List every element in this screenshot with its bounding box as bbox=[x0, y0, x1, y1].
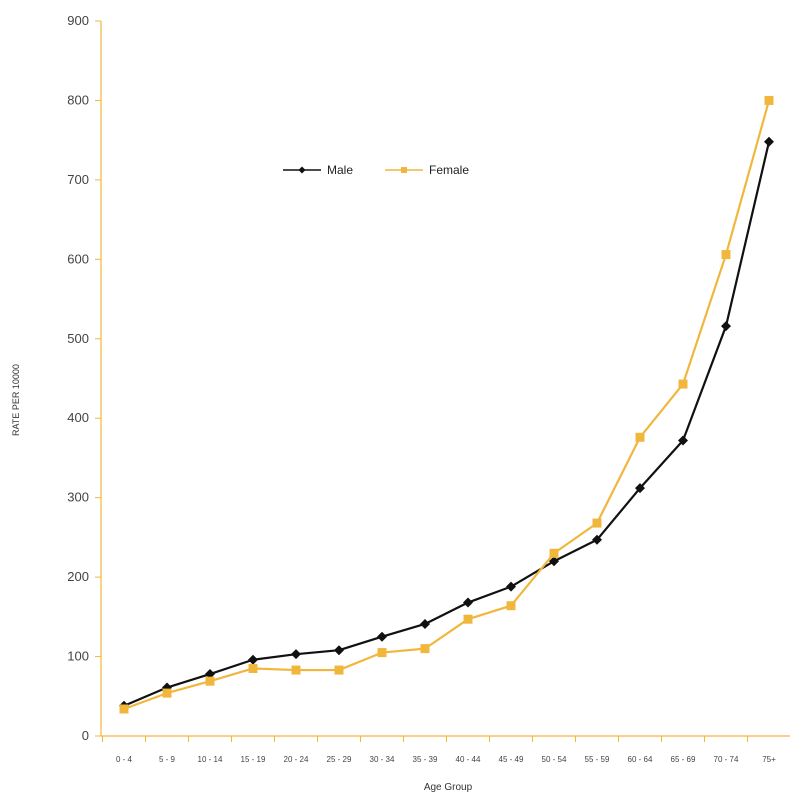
x-tick-label: 15 - 19 bbox=[241, 755, 266, 764]
female-series bbox=[119, 95, 774, 714]
y-axis-ticks: 0 100 200 300 400 500 600 700 800 900 bbox=[67, 13, 101, 743]
y-tick-label: 500 bbox=[67, 331, 89, 346]
legend-marker bbox=[401, 167, 407, 173]
male-point bbox=[463, 597, 473, 608]
male-point bbox=[549, 556, 559, 567]
male-point bbox=[635, 483, 645, 494]
female-point bbox=[420, 644, 430, 654]
female-point bbox=[678, 379, 688, 389]
female-point bbox=[463, 614, 473, 624]
x-axis-title: Age Group bbox=[424, 782, 473, 793]
female-point bbox=[334, 665, 344, 675]
x-tick-label: 35 - 39 bbox=[413, 755, 438, 764]
male-point bbox=[205, 669, 215, 680]
male-point bbox=[420, 618, 430, 629]
female-point bbox=[506, 601, 516, 611]
male-point bbox=[592, 534, 602, 545]
female-point bbox=[291, 665, 301, 675]
legend: Male Female bbox=[283, 163, 469, 177]
female-point bbox=[162, 688, 172, 698]
y-tick-label: 100 bbox=[67, 649, 89, 664]
x-tick-label: 5 - 9 bbox=[159, 755, 176, 764]
y-tick-label: 600 bbox=[67, 251, 89, 266]
x-tick-label: 70 - 74 bbox=[714, 755, 739, 764]
axes bbox=[100, 21, 790, 737]
male-point bbox=[721, 321, 731, 332]
y-axis-title: RATE PER 10000 bbox=[11, 364, 21, 436]
male-point bbox=[334, 645, 344, 656]
y-tick-label: 800 bbox=[67, 92, 89, 107]
female-point bbox=[635, 432, 645, 442]
female-point bbox=[119, 704, 129, 714]
y-tick-label: 700 bbox=[67, 172, 89, 187]
female-point bbox=[248, 663, 258, 673]
x-tick-label: 45 - 49 bbox=[499, 755, 524, 764]
x-tick-label: 10 - 14 bbox=[198, 755, 223, 764]
female-point bbox=[764, 95, 774, 105]
legend-item-male: Male bbox=[283, 163, 353, 177]
male-point bbox=[291, 649, 301, 660]
male-point bbox=[764, 136, 774, 147]
x-tick-label: 60 - 64 bbox=[628, 755, 653, 764]
female-point bbox=[549, 548, 559, 558]
x-tick-label: 20 - 24 bbox=[284, 755, 309, 764]
legend-item-female: Female bbox=[385, 163, 469, 177]
series-layer bbox=[119, 95, 774, 714]
female-line bbox=[123, 100, 771, 711]
y-tick-label: 300 bbox=[67, 490, 89, 505]
legend-label-female: Female bbox=[429, 163, 469, 177]
female-point bbox=[721, 250, 731, 260]
x-tick-label: 40 - 44 bbox=[456, 755, 481, 764]
x-tick-label: 75+ bbox=[762, 755, 776, 764]
x-axis-ticks: 0 - 4 5 - 9 10 - 14 15 - 19 20 - 24 25 - 29 30… bbox=[102, 736, 776, 764]
male-line bbox=[123, 141, 771, 707]
y-tick-label: 0 bbox=[82, 728, 89, 743]
legend-label-male: Male bbox=[327, 163, 353, 177]
male-series bbox=[119, 136, 774, 711]
male-point bbox=[678, 435, 688, 446]
y-tick-label: 900 bbox=[67, 13, 89, 28]
x-tick-label: 50 - 54 bbox=[542, 755, 567, 764]
x-tick-label: 30 - 34 bbox=[370, 755, 395, 764]
male-point bbox=[377, 631, 387, 642]
x-tick-label: 65 - 69 bbox=[671, 755, 696, 764]
female-point bbox=[592, 518, 602, 528]
male-point bbox=[248, 654, 258, 665]
y-tick-label: 200 bbox=[67, 569, 89, 584]
male-point bbox=[506, 581, 516, 592]
y-tick-label: 400 bbox=[67, 410, 89, 425]
x-tick-label: 55 - 59 bbox=[585, 755, 610, 764]
x-tick-label: 0 - 4 bbox=[116, 755, 133, 764]
female-point bbox=[377, 648, 387, 658]
legend-marker bbox=[298, 166, 306, 174]
x-tick-label: 25 - 29 bbox=[327, 755, 352, 764]
female-point bbox=[205, 676, 215, 686]
